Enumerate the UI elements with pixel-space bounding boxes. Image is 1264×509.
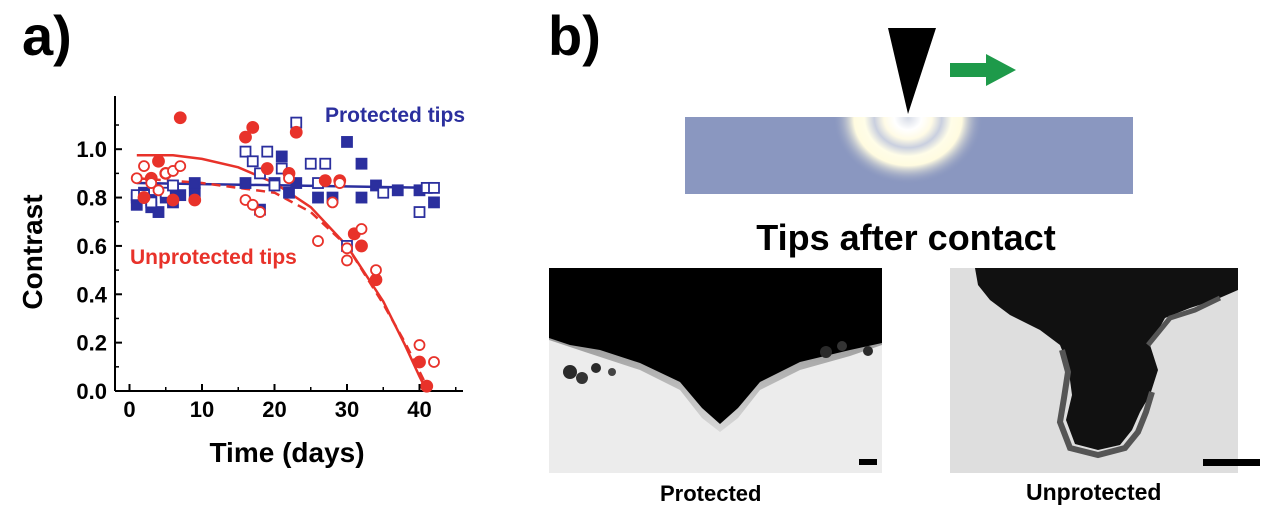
scale-bar-protected — [859, 459, 877, 465]
y-axis-title: Contrast — [17, 194, 48, 309]
y-tick-label: 0.4 — [76, 282, 107, 307]
protected-point — [167, 179, 179, 192]
unprotected-point — [428, 356, 440, 368]
unprotected-point — [283, 172, 295, 185]
unprotected-point — [130, 172, 143, 185]
unprotected-point — [137, 191, 151, 204]
protected-point — [283, 186, 295, 199]
x-tick-label: 40 — [407, 397, 431, 422]
unprotected-point — [174, 160, 187, 173]
y-tick-label: 0.8 — [76, 186, 107, 211]
x-tick-label: 0 — [123, 397, 135, 422]
unprotected-point — [341, 254, 353, 267]
x-tick-label: 10 — [190, 397, 214, 422]
protected-point — [239, 145, 252, 158]
protected-point — [428, 181, 440, 194]
scale-bar-unprotected — [1203, 459, 1260, 466]
unprotected-point — [289, 125, 303, 139]
x-tick-label: 30 — [335, 397, 359, 422]
unprotected-fit-dashed — [136, 176, 428, 387]
unprotected-point — [188, 193, 202, 207]
unprotected-point — [341, 242, 353, 255]
protected-point — [152, 206, 165, 218]
unprotected-point — [333, 177, 346, 189]
tem-image-unprotected — [950, 268, 1238, 473]
protected-point — [246, 155, 259, 168]
panel-b-label: b) — [548, 4, 601, 67]
unprotected-point — [413, 355, 426, 369]
unprotected-point — [145, 177, 158, 189]
unprotected-point — [239, 130, 252, 144]
unprotected-tips-label: Unprotected tips — [130, 246, 297, 269]
unprotected-point — [246, 198, 259, 211]
caption-protected: Protected — [660, 481, 762, 506]
tem-image-protected — [549, 268, 882, 473]
unprotected-point — [370, 264, 382, 276]
protected-point — [261, 145, 274, 158]
right-arrow-icon — [950, 54, 1016, 86]
unprotected-point — [166, 193, 180, 207]
unprotected-point — [152, 154, 165, 168]
unprotected-point — [173, 111, 187, 125]
contact-rings — [833, 117, 983, 184]
unprotected-point — [355, 239, 368, 253]
protected-point — [413, 206, 426, 218]
protected-point — [377, 186, 390, 199]
unprotected-point — [326, 196, 339, 209]
unprotected-point — [260, 162, 274, 175]
unprotected-point — [420, 379, 434, 393]
unprotected-point — [312, 235, 324, 247]
unprotected-point — [355, 223, 368, 235]
protected-point — [239, 177, 252, 189]
panel-a-label: a) — [22, 4, 72, 67]
panel-b-heading: Tips after contact — [756, 217, 1055, 258]
protected-point — [428, 196, 440, 209]
y-tick-label: 0.0 — [76, 379, 107, 404]
unprotected-point — [254, 206, 266, 218]
x-tick-label: 20 — [262, 397, 286, 422]
unprotected-point — [318, 174, 332, 188]
unprotected-point — [138, 160, 150, 173]
unprotected-point — [246, 121, 260, 134]
x-axis-title: Time (days) — [209, 437, 364, 468]
protected-point — [341, 136, 353, 148]
protected-point — [391, 184, 404, 197]
y-tick-label: 1.0 — [76, 137, 107, 162]
protected-point — [268, 179, 281, 192]
protected-point — [188, 177, 201, 189]
plot-area: 0 10 20 30 40 0.0 0.2 0.4 0.6 0.8 1.0 — [76, 96, 463, 422]
protected-point — [275, 150, 288, 163]
y-tick-label: 0.6 — [76, 234, 107, 259]
protected-point — [304, 157, 317, 170]
unprotected-fit-solid — [136, 153, 428, 392]
protected-point — [319, 157, 332, 170]
y-tick-label: 0.2 — [76, 331, 107, 356]
protected-point — [355, 157, 368, 170]
unprotected-point — [152, 184, 165, 197]
protected-tips-label: Protected tips — [325, 104, 465, 127]
caption-unprotected: Unprotected — [1026, 479, 1162, 505]
protected-point — [370, 179, 382, 192]
protected-point — [312, 191, 324, 204]
protected-point — [355, 191, 368, 204]
unprotected-point — [413, 339, 426, 351]
afm-tip-icon — [888, 28, 936, 114]
